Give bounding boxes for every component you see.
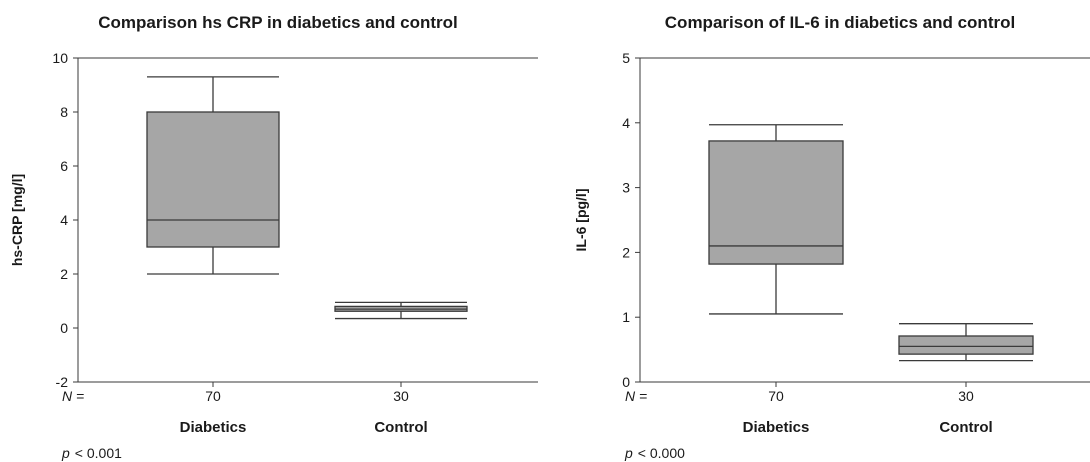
y-axis-label: IL-6 [pg/l]: [573, 189, 589, 252]
iqr-box: [146, 111, 280, 248]
y-tick-label: 4: [622, 115, 630, 131]
category-label: Control: [939, 419, 992, 436]
category-label: Control: [374, 419, 427, 436]
y-tick-label: 4: [60, 212, 68, 228]
p-symbol: p: [61, 445, 70, 461]
n-value: 30: [393, 388, 409, 404]
n-value: 70: [205, 388, 221, 404]
y-tick-label: 10: [52, 50, 68, 66]
y-tick-label: 3: [622, 180, 630, 196]
p-value: < 0.001: [75, 445, 122, 461]
y-tick-label: -2: [56, 374, 69, 390]
n-label: N =: [62, 388, 84, 404]
p-value-text: p < 0.000: [624, 445, 685, 461]
n-label: N =: [625, 388, 647, 404]
p-value-text: p < 0.001: [61, 445, 122, 461]
y-tick-label: 5: [622, 50, 630, 66]
chart-title: Comparison of IL-6 in diabetics and cont…: [665, 13, 1015, 32]
n-value: 30: [958, 388, 974, 404]
p-value: < 0.000: [638, 445, 685, 461]
y-tick-label: 2: [622, 244, 630, 260]
y-tick-label: 8: [60, 104, 68, 120]
category-label: Diabetics: [180, 419, 247, 436]
chart-title: Comparison hs CRP in diabetics and contr…: [98, 13, 458, 32]
y-axis-label: hs-CRP [mg/l]: [9, 174, 25, 266]
y-tick-label: 0: [60, 320, 68, 336]
iqr-box: [898, 335, 1034, 355]
category-label: Diabetics: [743, 419, 810, 436]
iqr-box: [708, 140, 844, 265]
y-tick-label: 2: [60, 266, 68, 282]
p-symbol: p: [624, 445, 633, 461]
y-tick-label: 6: [60, 158, 68, 174]
y-tick-label: 1: [622, 309, 630, 325]
y-tick-label: 0: [622, 374, 630, 390]
n-value: 70: [768, 388, 784, 404]
